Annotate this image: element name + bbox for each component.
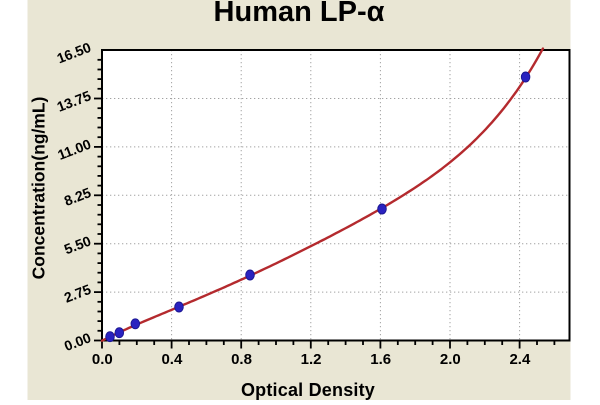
svg-text:Optical Density: Optical Density (241, 380, 375, 400)
svg-text:0.4: 0.4 (161, 351, 183, 368)
svg-text:2.4: 2.4 (509, 351, 531, 368)
svg-text:0.8: 0.8 (231, 351, 252, 368)
svg-text:Human LP-α: Human LP-α (214, 0, 385, 28)
svg-text:Concentration(ng/mL): Concentration(ng/mL) (29, 97, 49, 280)
svg-text:2.0: 2.0 (440, 351, 461, 368)
svg-text:0.0: 0.0 (92, 351, 113, 368)
svg-text:1.2: 1.2 (301, 351, 322, 368)
svg-text:1.6: 1.6 (370, 351, 391, 368)
